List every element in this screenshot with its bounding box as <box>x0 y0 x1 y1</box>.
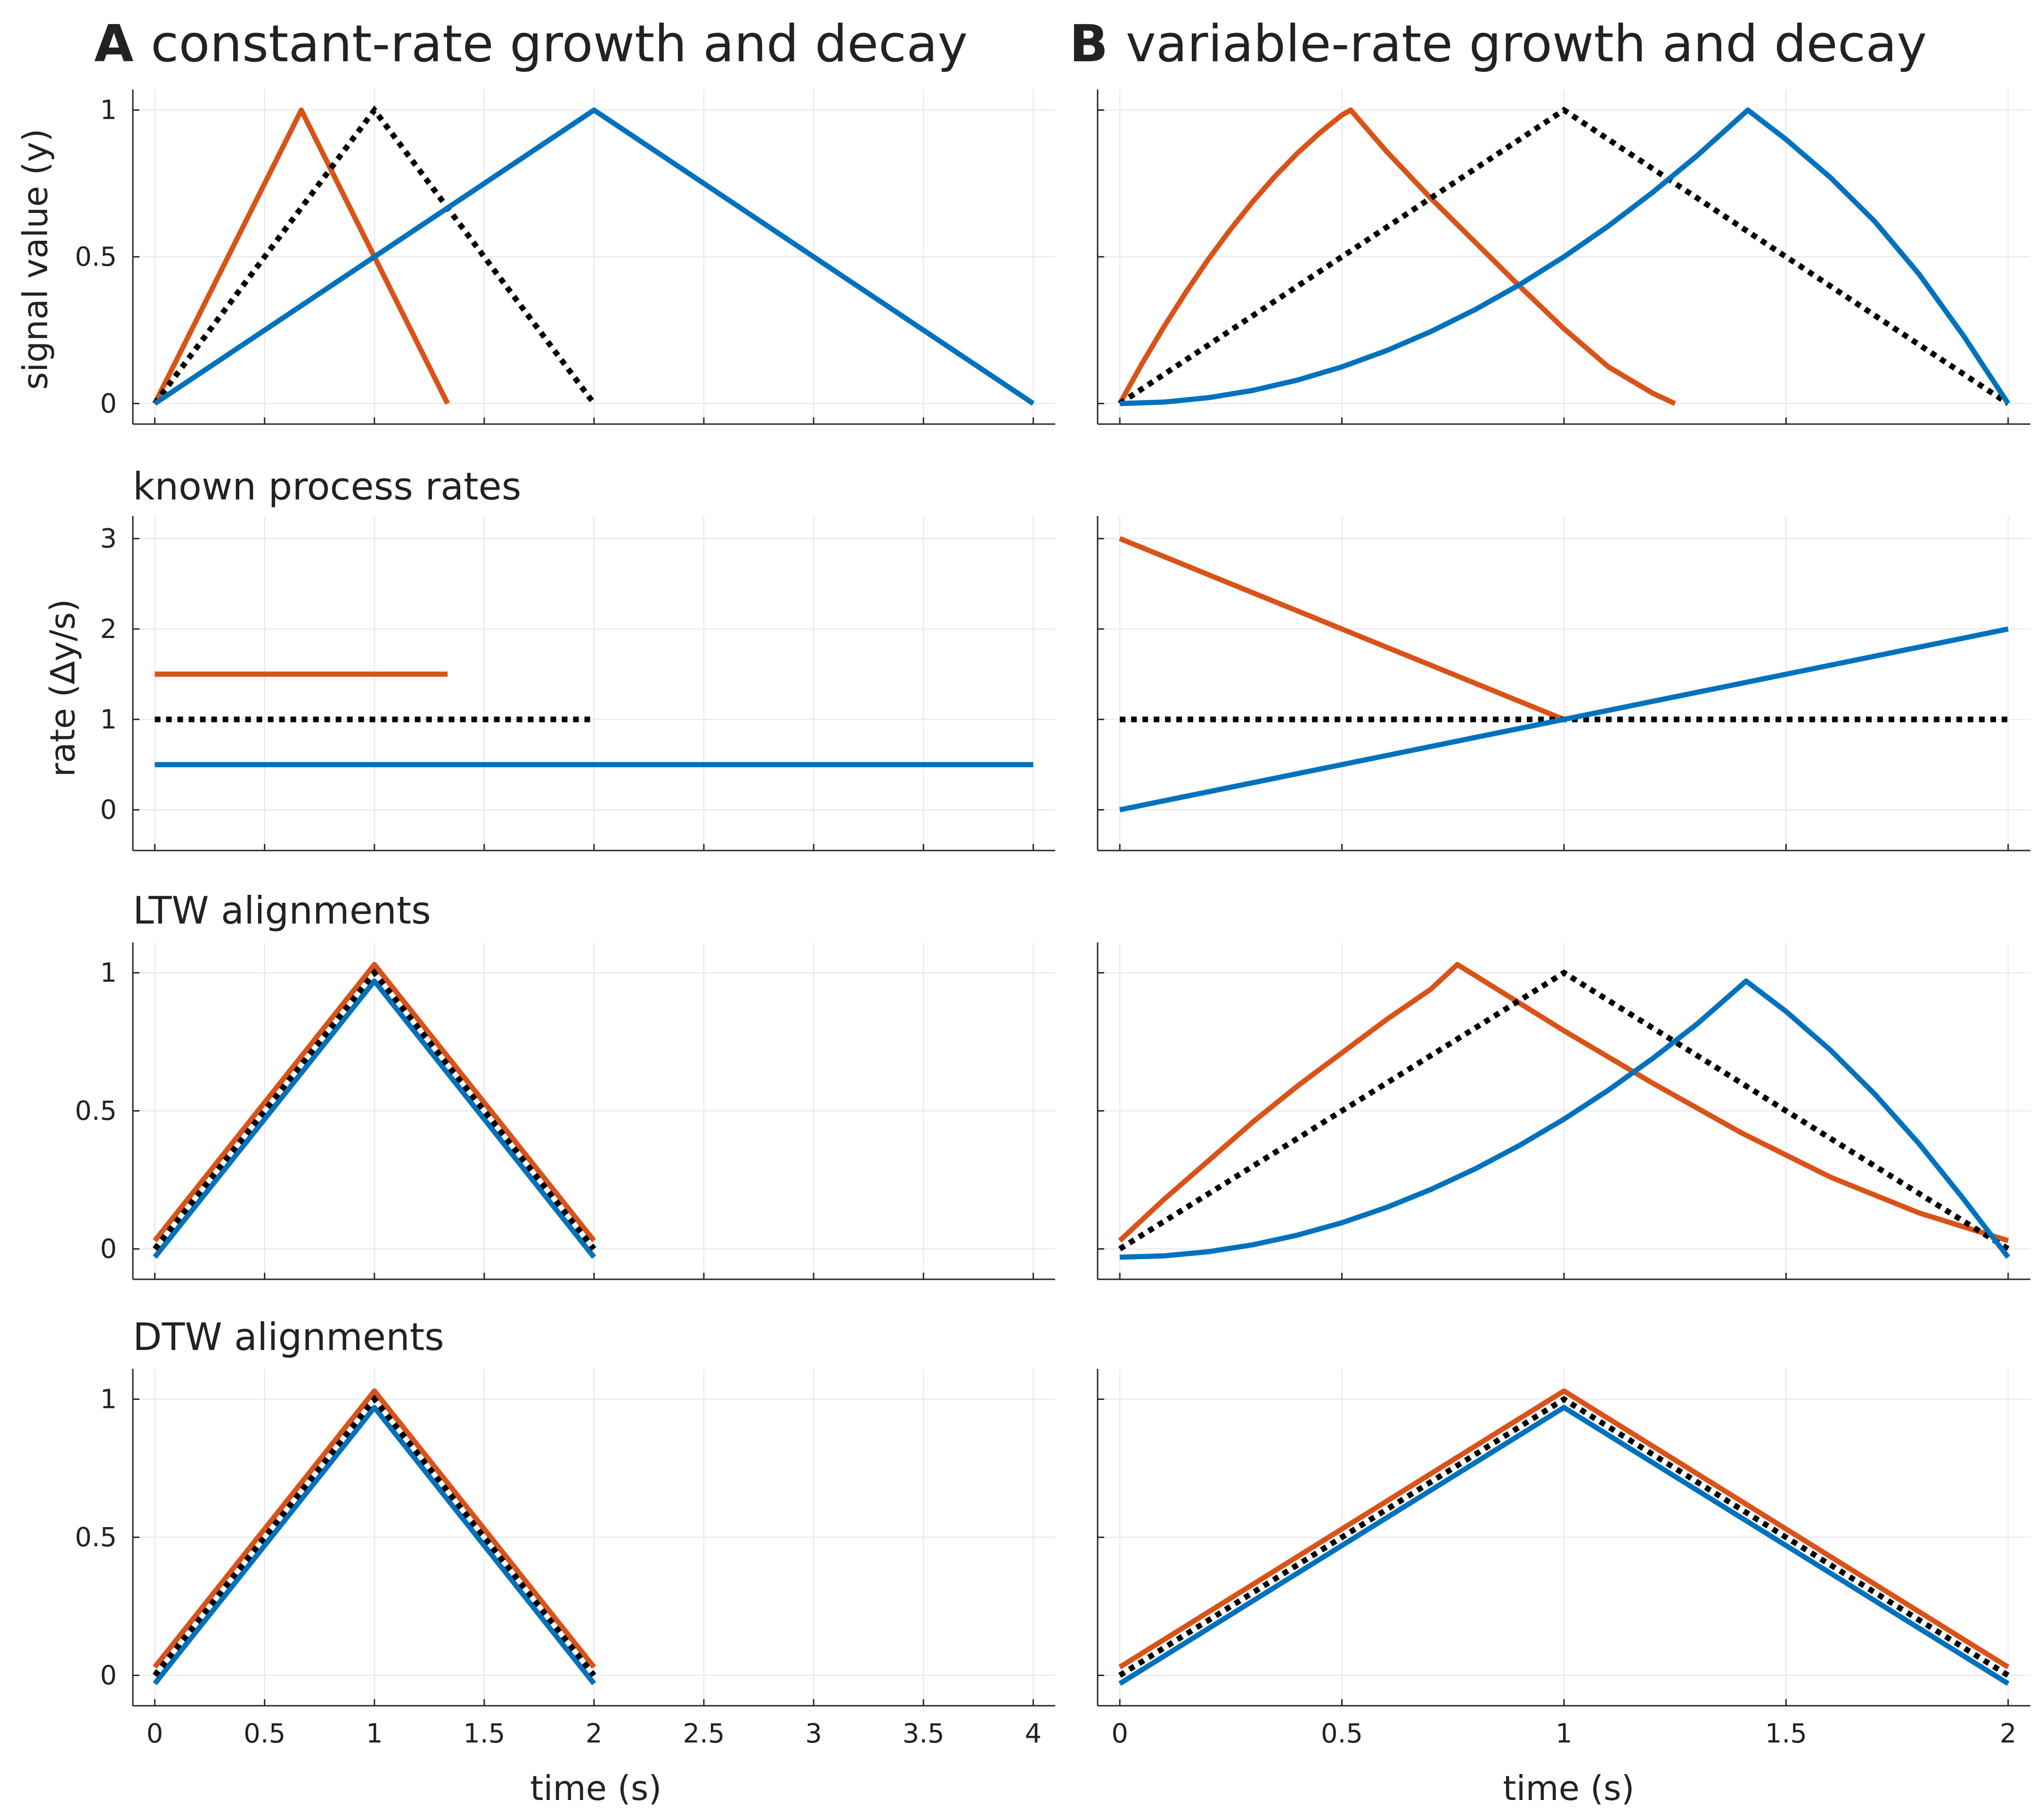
series-line-blue <box>153 978 596 1259</box>
x-tick-label: 1 <box>1555 1718 1572 1749</box>
x-tick-label: 0 <box>1111 1718 1128 1749</box>
y-tick-label: 0 <box>100 1661 117 1691</box>
y-tick-label: 1 <box>100 704 117 735</box>
y-axis-label-rate: rate (∆y/s) <box>43 599 82 777</box>
row-title-rates: known process rates <box>133 465 521 508</box>
x-tick-label: 0.5 <box>244 1718 285 1749</box>
panel-a-row-2: 00.51 <box>75 942 1055 1280</box>
y-tick-label: 2 <box>100 614 117 645</box>
series-line-black <box>1118 1396 2010 1678</box>
panel-a-row-3: 0 0.5 1 0 0.5 1 1.5 2 2.5 3 3.5 4 <box>75 1369 1055 1749</box>
panel-b-row-0 <box>1097 90 2030 425</box>
panel-b-row-1 <box>1097 516 2030 851</box>
x-tick-label: 3.5 <box>903 1718 945 1749</box>
panel-b-letter: B <box>1069 15 1108 74</box>
x-axis-label-a: time (s) <box>530 1768 661 1808</box>
x-tick-label: 4 <box>1025 1718 1042 1749</box>
panel-a-title: constant-rate growth and decay <box>151 15 968 74</box>
series-line-blue <box>153 107 1035 406</box>
y-tick-label: 0.5 <box>75 1522 117 1553</box>
y-tick-label: 0 <box>100 795 117 826</box>
x-tick-label: 3 <box>805 1718 822 1749</box>
series-line-blue <box>1118 1405 2010 1686</box>
series-line-orange <box>1118 1388 2010 1669</box>
panel-b-row-3: 0 0.5 1 1.5 2 <box>1097 1369 2030 1749</box>
series-line-orange <box>153 1388 596 1669</box>
series-line-orange <box>152 107 450 405</box>
x-axis-label-b: time (s) <box>1503 1768 1634 1808</box>
y-axis-label-signal: signal value (y) <box>16 129 55 390</box>
y-tick-label: 0.5 <box>75 242 117 272</box>
series-line-black <box>152 105 596 405</box>
series-line-orange <box>1119 536 1565 722</box>
x-tick-label: 2.5 <box>683 1718 725 1749</box>
series-line-black <box>152 1394 596 1677</box>
panel-a-row-0: 00.51 <box>75 90 1055 425</box>
panel-b-row-2 <box>1097 942 2030 1280</box>
x-tick-label: 1.5 <box>1765 1718 1807 1749</box>
y-tick-label: 3 <box>100 524 117 554</box>
row-title-dtw: DTW alignments <box>133 1315 444 1359</box>
series-line-orange <box>1117 107 1677 406</box>
series-line-black <box>1118 969 2010 1252</box>
x-tick-label: 0.5 <box>1321 1718 1363 1749</box>
series-line-blue <box>1119 626 2009 812</box>
y-tick-label: 0 <box>100 1234 117 1265</box>
series-line-orange <box>153 962 596 1243</box>
x-tick-label: 1.5 <box>463 1718 505 1749</box>
series-line-blue <box>153 1405 596 1685</box>
x-tick-label: 0 <box>147 1718 163 1749</box>
series-line-orange <box>1118 962 2009 1243</box>
panel-b-title: variable-rate growth and decay <box>1126 15 1927 74</box>
x-tick-label: 1 <box>366 1718 383 1749</box>
x-tick-label: 2 <box>2000 1718 2017 1749</box>
series-line-blue <box>1119 978 2011 1260</box>
y-tick-label: 1 <box>100 957 117 988</box>
series-line-black <box>152 968 596 1251</box>
y-tick-label: 0.5 <box>75 1096 117 1127</box>
y-tick-label: 1 <box>100 1384 117 1415</box>
series-line-black <box>1118 106 2010 406</box>
panel-a-row-1: 0 1 2 3 <box>100 516 1055 851</box>
y-tick-label: 0 <box>100 388 117 419</box>
x-tick-label: 2 <box>586 1718 603 1749</box>
series-line-blue <box>1119 107 2011 406</box>
panel-a-letter: A <box>94 15 134 74</box>
row-title-ltw: LTW alignments <box>133 889 431 933</box>
y-tick-label: 1 <box>100 95 117 126</box>
